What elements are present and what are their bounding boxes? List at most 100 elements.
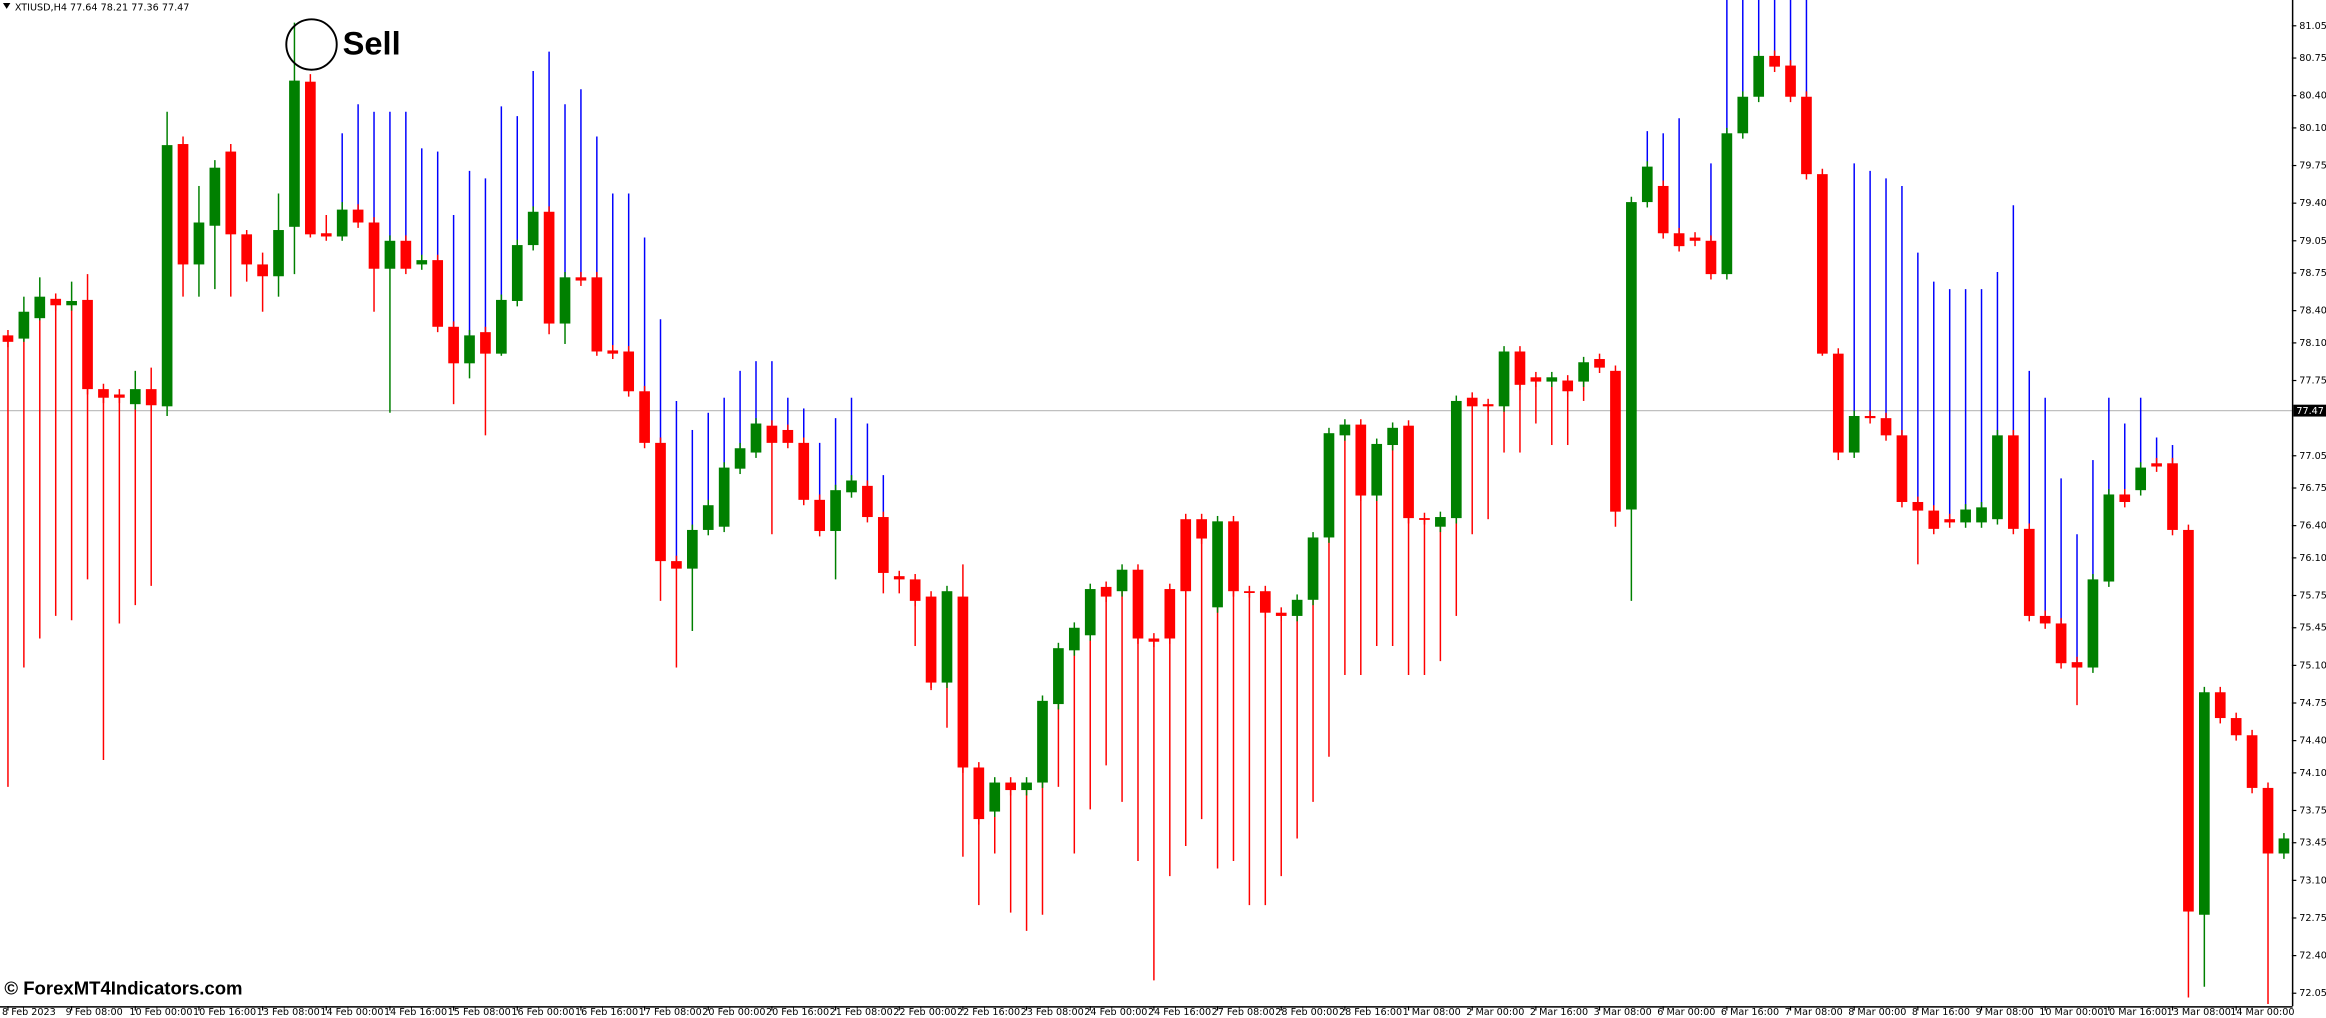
x-tick-label: 9 Feb 08:00 <box>66 1007 123 1018</box>
candle-body <box>18 311 30 339</box>
candle-body <box>957 596 969 768</box>
candle-body <box>2008 435 2019 529</box>
candle-body <box>702 505 714 530</box>
candle-body <box>1785 65 1796 97</box>
candle-body <box>925 596 937 683</box>
candle-body <box>1801 96 1812 175</box>
candle-body <box>1053 648 1064 705</box>
x-tick-label: 28 Feb 16:00 <box>1339 1007 1402 1018</box>
y-tick-label: 74.10 <box>2299 768 2326 779</box>
candle-body <box>1562 380 1574 392</box>
x-tick-label: 14 Mar 00:00 <box>2230 1007 2294 1018</box>
candle-body <box>400 240 412 269</box>
candle-body <box>862 485 873 518</box>
y-tick-label: 79.75 <box>2299 161 2326 172</box>
candle-body <box>2103 494 2115 582</box>
candle-body <box>893 576 905 580</box>
candle-body <box>1212 521 1223 608</box>
x-tick-label: 13 Mar 08:00 <box>2167 1007 2231 1018</box>
candle-body <box>496 299 507 354</box>
candle-body <box>1275 612 1287 616</box>
candle-body <box>1626 202 1637 510</box>
candle-body <box>1880 418 1892 436</box>
candle-body <box>686 529 698 569</box>
candle-body <box>82 299 93 390</box>
candle-body <box>1689 237 1701 241</box>
candle-body <box>2262 787 2274 854</box>
y-tick-label: 72.05 <box>2299 988 2326 999</box>
candle-body <box>527 211 539 246</box>
candle-body <box>1832 353 1844 453</box>
candle-body <box>2183 529 2194 912</box>
x-tick-label: 3 Mar 08:00 <box>1594 1007 1652 1018</box>
x-tick-label: 14 Feb 00:00 <box>320 1007 383 1018</box>
x-tick-label: 2 Mar 00:00 <box>1466 1007 1524 1018</box>
y-tick-label: 76.10 <box>2299 553 2326 564</box>
candle-body <box>1928 510 1940 529</box>
y-tick-label: 73.45 <box>2299 838 2326 849</box>
candle-body <box>1482 404 1494 407</box>
y-tick-label: 80.40 <box>2299 91 2326 102</box>
x-tick-label: 22 Feb 16:00 <box>957 1007 1020 1018</box>
candle-body <box>448 326 459 364</box>
candle-body <box>2055 623 2067 664</box>
candle-body <box>734 448 746 469</box>
candle-body <box>257 264 268 277</box>
candle-body <box>1450 400 1462 519</box>
candle-body <box>2039 615 2051 624</box>
candle-body <box>623 351 635 392</box>
candle-body <box>1371 443 1383 496</box>
candle-body <box>1387 427 1398 446</box>
y-tick-label: 76.75 <box>2299 483 2326 494</box>
candle-body <box>320 233 332 237</box>
candle-body <box>877 517 889 573</box>
x-tick-label: 20 Feb 00:00 <box>702 1007 765 1018</box>
candle-body <box>2087 579 2099 668</box>
candle-body <box>750 423 762 453</box>
candle-body <box>989 782 1001 812</box>
x-tick-label: 16 Feb 16:00 <box>575 1007 638 1018</box>
candle-body <box>1132 569 1144 639</box>
candle-body <box>511 245 523 301</box>
candle-body <box>129 389 141 405</box>
candle-body <box>1960 509 1971 523</box>
candle-body <box>1944 519 1956 523</box>
candle-body <box>1068 627 1080 651</box>
y-tick-label: 80.10 <box>2299 123 2326 134</box>
candle-body <box>814 499 826 532</box>
candle-body <box>1339 424 1351 436</box>
candle-body <box>1291 599 1303 616</box>
candle-body <box>639 391 650 443</box>
candle-body <box>145 389 157 406</box>
candle-body <box>416 260 428 265</box>
x-tick-label: 10 Mar 00:00 <box>2039 1007 2103 1018</box>
candle-body <box>1721 133 1733 275</box>
candle-body <box>1673 233 1685 247</box>
candle-body <box>1610 370 1621 512</box>
candle-body <box>1084 589 1096 636</box>
candle-body <box>289 80 300 227</box>
y-tick-label: 74.40 <box>2299 736 2326 747</box>
candle-body <box>1116 569 1128 592</box>
x-tick-label: 22 Feb 00:00 <box>893 1007 956 1018</box>
x-tick-label: 17 Feb 08:00 <box>639 1007 702 1018</box>
candle-body <box>34 296 46 319</box>
menu-icon[interactable] <box>2 2 11 9</box>
annotation-circle <box>285 18 338 71</box>
y-tick-label: 77.75 <box>2299 376 2326 387</box>
candle-body <box>2199 692 2210 915</box>
candle-body <box>50 298 62 306</box>
candle-body <box>671 561 682 569</box>
y-tick-label: 72.40 <box>2299 951 2326 962</box>
x-tick-label: 9 Mar 08:00 <box>1976 1007 2034 1018</box>
candle-body <box>1466 397 1478 407</box>
x-tick-label: 28 Feb 00:00 <box>1275 1007 1338 1018</box>
y-tick-label: 78.40 <box>2299 306 2326 317</box>
candle-body <box>543 211 555 324</box>
candle-body <box>655 442 666 562</box>
candle-body <box>1180 519 1192 592</box>
candle-body <box>941 591 953 683</box>
x-tick-label: 23 Feb 08:00 <box>1021 1007 1084 1018</box>
